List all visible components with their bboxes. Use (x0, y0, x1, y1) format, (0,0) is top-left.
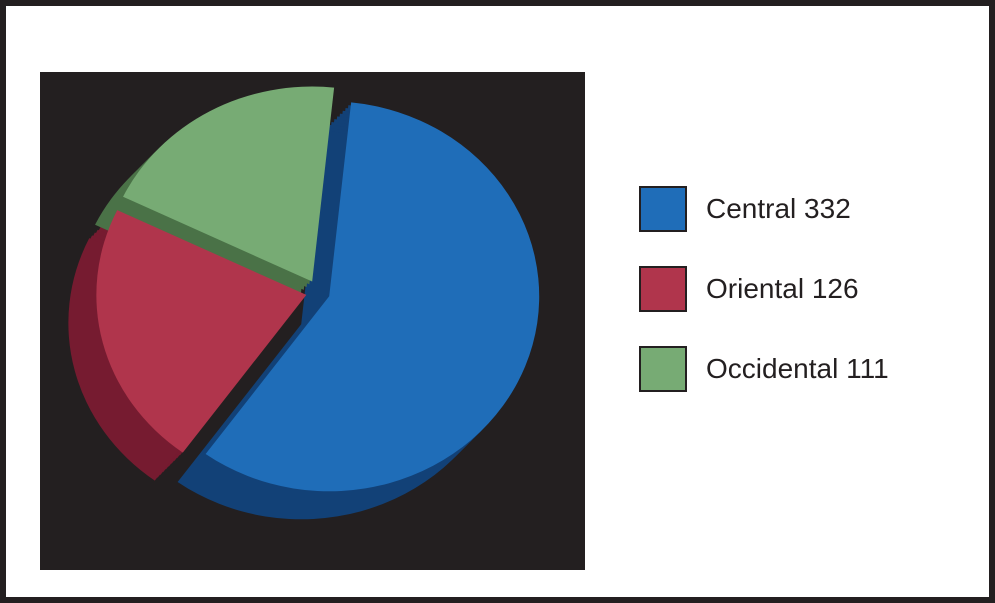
legend-swatch (639, 346, 687, 392)
legend-swatch (639, 186, 687, 232)
legend-name: Occidental (706, 353, 838, 384)
legend-value: 111 (846, 353, 889, 384)
pie (68, 86, 540, 520)
legend-name: Central (706, 193, 796, 224)
pie-slice (96, 210, 307, 453)
legend-swatch (639, 266, 687, 312)
legend-value: 332 (804, 193, 851, 224)
legend-name: Oriental (706, 273, 804, 304)
pie-slice (205, 102, 540, 492)
legend-label: Oriental 126 (706, 273, 859, 304)
legend-label: Central 332 (706, 193, 851, 224)
pie-slice (123, 86, 335, 282)
legend: Central 332 Oriental 126 Occidental 111 (639, 186, 889, 392)
legend-label: Occidental 111 (706, 353, 889, 384)
legend-value: 126 (812, 273, 859, 304)
